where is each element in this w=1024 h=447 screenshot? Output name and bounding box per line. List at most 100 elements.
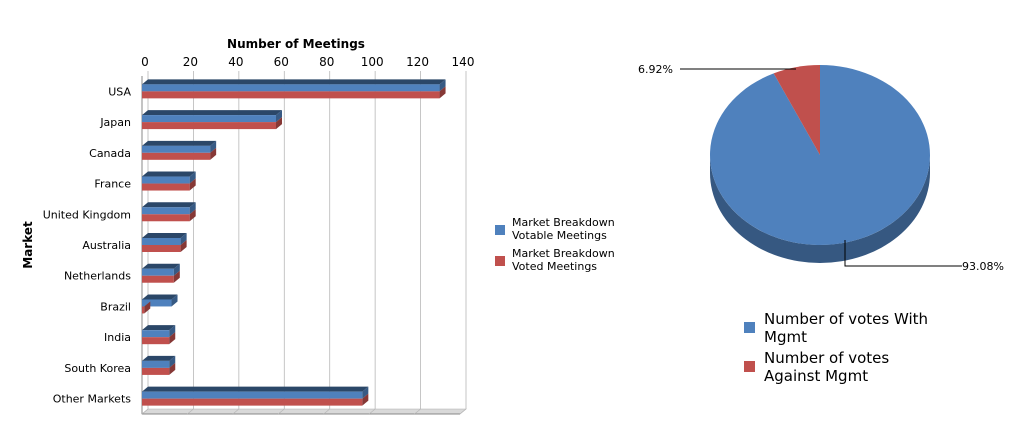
bar [142,176,190,184]
x-tick-label: 20 [183,55,198,69]
bar [142,367,170,375]
legend-swatch [495,256,505,266]
category-label: India [104,331,131,344]
bar-side-face [180,240,187,252]
x-gridline-floor [459,408,467,415]
bar [142,275,174,283]
legend-label: Against Mgmt [764,367,868,385]
legend-swatch [744,361,755,372]
bar-top-face [142,294,178,300]
bar [142,306,145,314]
bar-side-face [169,362,176,375]
bar-top-face [142,140,217,146]
bar [142,238,181,245]
category-label: France [94,178,131,191]
bar-top-face [142,202,196,208]
legend-label: Number of votes With [764,310,928,328]
pie-leader-with [844,240,962,267]
x-gridline-floor [141,408,149,415]
bar-top-face [142,171,196,177]
bar-top-face [142,325,176,331]
x-gridline-floor [187,408,194,415]
x-gridline-floor [368,408,376,415]
bar-side-face [439,79,446,92]
pie-slice-with-mgmt [709,65,930,246]
bar-side-face [169,332,176,345]
x-gridline-floor [323,408,330,415]
legend-label: Market Breakdown [512,247,615,260]
bar-side-face [169,325,176,338]
bar-marks [142,79,446,406]
bar-side-face [173,263,180,276]
category-label: Japan [99,116,131,129]
category-label: Brazil [100,300,131,313]
category-labels: USA Japan Canada France United Kingdom Austra… [43,85,132,405]
legend-label: Votable Meetings [512,229,607,242]
x-gridline-floor [278,408,285,415]
bar-side-face [189,178,196,191]
bar [142,391,363,399]
bar-side-face [180,233,187,245]
category-label: Other Markets [53,393,132,406]
bar [142,360,170,368]
x-tick-labels: 0 20 40 60 80 100 120 140 [141,55,474,69]
bar-chart: Number of Meetings Market 0 20 40 60 80 100 12… [21,37,615,415]
legend-label: Market Breakdown [512,216,615,229]
pie-marks: 6.92% 93.08% [638,63,1004,273]
x-tick-label: 60 [274,55,289,69]
pie-side [710,155,930,263]
bar [142,214,190,222]
pie-label-with: 93.08% [962,260,1004,273]
bar-top-face [142,110,283,116]
bar-top-face [142,355,176,361]
bar-side-face [210,140,217,153]
pie-slice-against-mgmt [773,65,820,155]
bar-side-face [173,270,180,283]
bar-side-face [210,147,217,160]
bar [142,268,174,276]
x-tick-label: 40 [228,55,243,69]
bar-side-face [276,110,283,123]
legend-label: Number of votes [764,349,889,367]
x-gridline-floor [232,408,240,415]
x-tick-label: 120 [406,55,429,69]
bar-side-face [362,393,369,406]
bar-side-face [189,202,196,215]
x-tick-label: 80 [319,55,334,69]
bar-top-face [142,233,187,238]
bar [142,337,170,345]
bar-side-face [144,301,151,314]
bar-side-face [276,117,283,130]
bar-chart-title: Number of Meetings [227,37,365,51]
bar-side-face [189,171,196,184]
bar [142,152,211,160]
bar [142,115,277,123]
bar [142,84,440,92]
category-label: United Kingdom [43,208,131,221]
bar [142,330,170,338]
bar [142,398,363,406]
y-axis-title: Market [21,221,35,269]
bar [142,207,190,215]
bar [142,183,190,191]
legend-swatch [495,225,505,235]
bar [142,299,172,307]
bar [142,245,181,252]
category-label: Canada [89,147,131,160]
bar-side-face [169,355,176,368]
pie-label-against: 6.92% [638,63,673,76]
category-label: USA [108,85,131,98]
bar-side-face [171,294,178,307]
bar-top-face [142,79,446,85]
bar-top-face [142,263,180,269]
bar [142,122,277,130]
category-label: Netherlands [64,270,131,283]
legend-label: Mgmt [764,328,807,346]
legend-swatch [744,322,755,333]
legend-label: Voted Meetings [512,260,597,273]
bar-side-face [362,386,369,399]
category-label: South Korea [64,362,131,375]
